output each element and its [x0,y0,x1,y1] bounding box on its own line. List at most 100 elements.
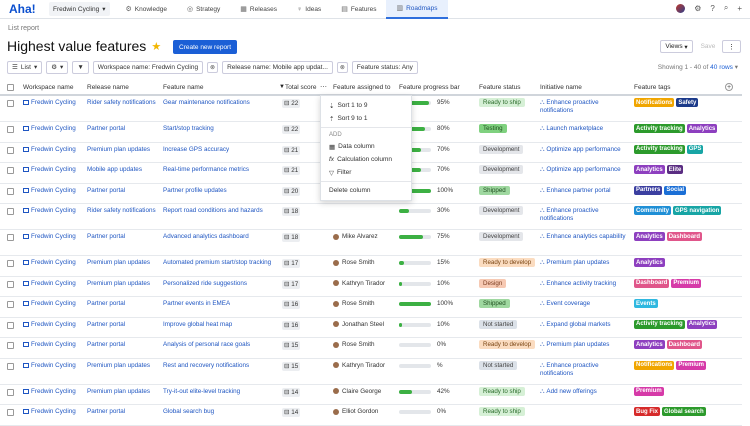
table-row[interactable]: Fredwin Cycling Partner portal Advanced an… [0,230,742,256]
add-calculation-column-menu-item[interactable]: fx Calculation column [321,153,411,166]
workspace-link[interactable]: Fredwin Cycling [23,99,76,106]
table-row[interactable]: Fredwin Cycling Premium plan updates Autom… [0,256,742,277]
tab-features[interactable]: ▤ Features [331,0,386,19]
row-checkbox[interactable] [7,321,14,329]
release-link[interactable]: Premium plan updates [87,259,151,266]
feature-link[interactable]: Analysis of personal race goals [163,341,251,348]
release-link[interactable]: Partner portal [87,320,126,328]
tag-dashboard[interactable]: Dashboard [666,340,703,349]
tag-notifications[interactable]: Notifications [634,360,675,370]
initiative-link[interactable]: ⛬ Enhance proactive notifications [540,362,632,378]
feature-link[interactable]: Rest and recovery notifications [163,361,250,369]
row-checkbox[interactable] [7,167,14,174]
select-all-checkbox[interactable] [7,84,14,91]
feature-link[interactable]: Global search bug [163,408,215,415]
row-checkbox[interactable] [7,100,14,107]
delete-column-menu-item[interactable]: Delete column [321,184,411,197]
row-checkbox[interactable] [7,409,14,416]
tag-activity-tracking[interactable]: Activity tracking [634,144,685,154]
column-header-workspace-name[interactable]: Workspace name [23,84,74,91]
column-header-feature-assigned-to[interactable]: Feature assigned to [333,84,391,91]
workspace-link[interactable]: Fredwin Cycling [23,187,76,194]
release-link[interactable]: Partner portal [87,186,126,194]
feature-link[interactable]: Real-time performance metrics [163,166,250,173]
views-dropdown[interactable]: Views ▾ [660,40,693,53]
feature-link[interactable]: Gear maintenance notifications [163,99,250,106]
release-link[interactable]: Partner portal [87,341,126,348]
release-link[interactable]: Premium plan updates [87,145,151,153]
column-header-feature-progress-bar[interactable]: Feature progress bar [399,84,460,91]
tag-gps-navigation[interactable]: GPS navigation [673,206,722,215]
workspace-link[interactable]: Fredwin Cycling [23,280,76,287]
list-view-button[interactable]: ☰ List ▾ [7,60,43,74]
table-row[interactable]: Fredwin Cycling Premium plan updates Perso… [0,277,742,297]
add-icon[interactable]: + [737,3,742,13]
settings-icon[interactable]: ⚙ [694,3,702,13]
row-checkbox[interactable] [7,362,14,370]
feature-link[interactable]: Report road conditions and hazards [163,207,263,214]
row-checkbox[interactable] [7,280,14,288]
release-link[interactable]: Partner portal [87,408,126,415]
initiative-link[interactable]: ⛬ Optimize app performance [540,146,632,154]
workspace-filter[interactable]: Workspace name: Fredwin Cycling [92,60,204,74]
tag-premium[interactable]: Premium [676,360,707,370]
initiative-link[interactable]: ⛬ Enhance activity tracking [540,280,632,288]
add-data-column-menu-item[interactable]: ▦ Data column [321,140,411,153]
release-link[interactable]: Rider safety notifications [87,99,156,106]
column-header-feature-name[interactable]: Feature name [163,84,204,91]
table-row[interactable]: Fredwin Cycling Partner portal Partner eve… [0,297,742,318]
initiative-link[interactable]: ⛬ Launch marketplace [540,125,632,133]
feature-link[interactable]: Partner events in EMEA [163,300,231,307]
tag-community[interactable]: Community [634,206,671,215]
sort-desc-menu-item[interactable]: ⇡ Sort 9 to 1 [321,112,411,125]
tag-analytics[interactable]: Analytics [686,319,718,329]
sort-asc-menu-item[interactable]: ⇣ Sort 1 to 9 [321,99,411,112]
initiative-link[interactable]: ⛬ Enhance proactive notifications [540,99,632,115]
more-options-button[interactable]: ⋮ [722,40,741,53]
workspace-link[interactable]: Fredwin Cycling [23,362,76,369]
row-checkbox[interactable] [7,260,14,267]
row-checkbox[interactable] [7,187,14,195]
clear-release-filter-icon[interactable]: ⊗ [336,61,348,73]
initiative-link[interactable]: ⛬ Enhance partner portal [540,187,632,195]
table-row[interactable]: Fredwin Cycling Rider safety notification… [0,204,742,230]
table-row[interactable]: Fredwin Cycling Premium plan updates Try-i… [0,385,742,405]
column-header-initiative-name[interactable]: Initiative name [540,84,582,91]
initiative-link[interactable]: ⛬ Enhance analytics capability [540,233,632,241]
row-checkbox[interactable] [7,388,14,396]
workspace-link[interactable]: Fredwin Cycling [23,125,76,132]
release-link[interactable]: Partner portal [87,300,126,307]
table-row[interactable]: Fredwin Cycling Partner portal Analysis of… [0,338,742,359]
workspace-link[interactable]: Fredwin Cycling [23,300,76,307]
workspace-link[interactable]: Fredwin Cycling [23,207,76,214]
create-new-report-button[interactable]: Create new report [173,40,238,54]
release-link[interactable]: Premium plan updates [87,387,151,395]
tag-notifications[interactable]: Notifications [634,98,675,107]
release-link[interactable]: Premium plan updates [87,279,151,287]
row-checkbox[interactable] [7,234,14,241]
tag-global-search[interactable]: Global search [662,407,706,416]
feature-link[interactable]: Personalized ride suggestions [163,279,248,287]
tag-analytics[interactable]: Analytics [634,165,665,174]
tag-elite[interactable]: Elite [666,165,684,174]
row-checkbox[interactable] [7,208,14,215]
row-checkbox[interactable] [7,126,14,133]
initiative-link[interactable]: ⛬ Expand global markets [540,321,632,329]
breadcrumb[interactable]: List report [8,25,40,32]
table-row[interactable]: Fredwin Cycling Partner portal Improve glo… [0,318,742,338]
column-header-release-name[interactable]: Release name [87,84,129,91]
settings-dropdown[interactable]: ⚙ ▾ [46,60,69,74]
workspace-switcher[interactable]: Fredwin Cycling ▾ [49,2,110,16]
help-icon[interactable]: ? [710,3,715,13]
tag-analytics[interactable]: Analytics [634,232,665,241]
tab-releases[interactable]: ▦ Releases [230,0,287,19]
release-link[interactable]: Rider safety notifications [87,207,156,214]
tag-gps[interactable]: GPS [686,144,704,154]
tab-strategy[interactable]: ◎ Strategy [177,0,230,19]
tab-knowledge[interactable]: ⚙ Knowledge [116,0,177,19]
workspace-link[interactable]: Fredwin Cycling [23,321,76,328]
release-link[interactable]: Partner portal [87,233,126,240]
column-menu-icon[interactable]: ⋯ [320,84,327,91]
clear-workspace-filter-icon[interactable]: ⊗ [207,61,219,73]
workspace-link[interactable]: Fredwin Cycling [23,388,76,395]
